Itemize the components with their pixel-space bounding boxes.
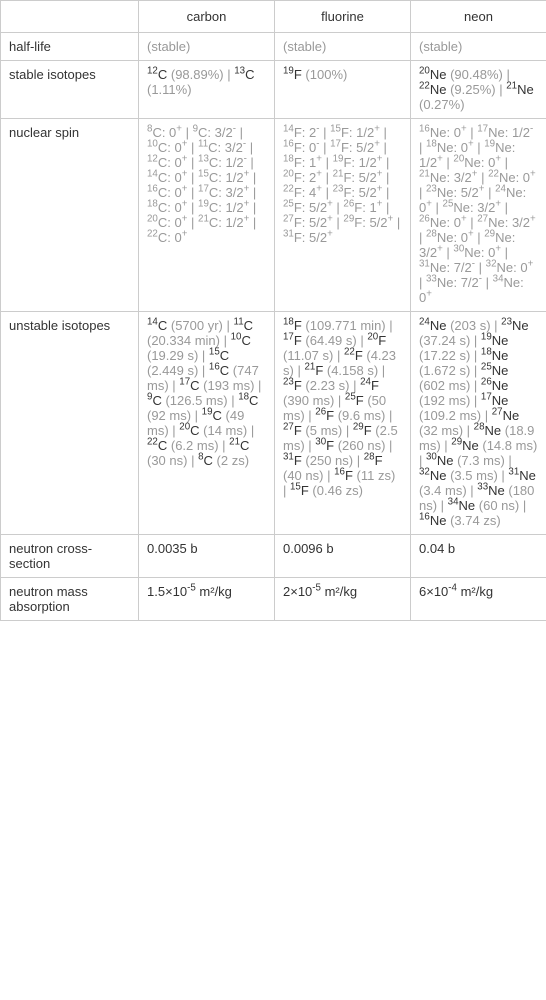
stable-isotopes-row: stable isotopes 12C (98.89%) | 13C (1.11… [1,61,546,119]
half-life-neon: (stable) [411,33,546,61]
nuclear-spin-neon: 16Ne: 0+ | 17Ne: 1/2- | 18Ne: 0+ | 19Ne:… [411,119,546,312]
stable-isotopes-carbon: 12C (98.89%) | 13C (1.11%) [139,61,275,119]
nuclear-spin-carbon: 8C: 0+ | 9C: 3/2- | 10C: 0+ | 11C: 3/2- … [139,119,275,312]
empty-header [1,1,139,33]
unstable-isotopes-neon: 24Ne (203 s) | 23Ne (37.24 s) | 19Ne (17… [411,312,546,535]
half-life-carbon: (stable) [139,33,275,61]
stable-isotopes-fluorine: 19F (100%) [275,61,411,119]
nuclear-spin-label: nuclear spin [1,119,139,312]
half-life-fluorine: (stable) [275,33,411,61]
header-row: carbon fluorine neon [1,1,546,33]
neutron-mass-absorption-fluorine: 2×10-5 m²/kg [275,578,411,621]
neutron-cross-section-carbon: 0.0035 b [139,535,275,578]
neutron-cross-section-label: neutron cross-section [1,535,139,578]
col-header-fluorine: fluorine [275,1,411,33]
neutron-mass-absorption-row: neutron mass absorption 1.5×10-5 m²/kg 2… [1,578,546,621]
neutron-mass-absorption-label: neutron mass absorption [1,578,139,621]
neutron-cross-section-neon: 0.04 b [411,535,546,578]
neutron-cross-section-fluorine: 0.0096 b [275,535,411,578]
nuclear-spin-fluorine: 14F: 2- | 15F: 1/2+ | 16F: 0- | 17F: 5/2… [275,119,411,312]
neutron-mass-absorption-neon: 6×10-4 m²/kg [411,578,546,621]
neutron-cross-section-row: neutron cross-section 0.0035 b 0.0096 b … [1,535,546,578]
unstable-isotopes-fluorine: 18F (109.771 min) | 17F (64.49 s) | 20F … [275,312,411,535]
stable-isotopes-neon: 20Ne (90.48%) | 22Ne (9.25%) | 21Ne (0.2… [411,61,546,119]
unstable-isotopes-label: unstable isotopes [1,312,139,535]
neutron-mass-absorption-carbon: 1.5×10-5 m²/kg [139,578,275,621]
half-life-label: half-life [1,33,139,61]
half-life-row: half-life (stable) (stable) (stable) [1,33,546,61]
unstable-isotopes-carbon: 14C (5700 yr) | 11C (20.334 min) | 10C (… [139,312,275,535]
isotope-table: carbon fluorine neon half-life (stable) … [0,0,546,621]
nuclear-spin-row: nuclear spin 8C: 0+ | 9C: 3/2- | 10C: 0+… [1,119,546,312]
col-header-neon: neon [411,1,546,33]
unstable-isotopes-row: unstable isotopes 14C (5700 yr) | 11C (2… [1,312,546,535]
col-header-carbon: carbon [139,1,275,33]
stable-isotopes-label: stable isotopes [1,61,139,119]
